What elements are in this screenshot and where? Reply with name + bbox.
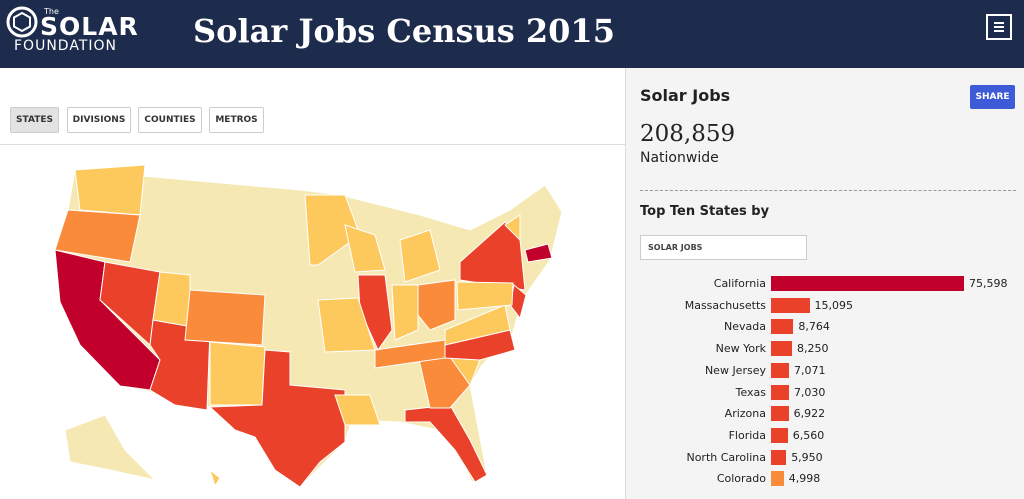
top-heading: Top Ten States by xyxy=(640,204,770,219)
bar-value-label: 4,998 xyxy=(788,472,821,486)
bar-label: Massachusetts xyxy=(684,298,766,312)
state xyxy=(374,339,446,369)
state xyxy=(304,194,361,266)
state xyxy=(404,404,488,483)
bar-value-label: 8,764 xyxy=(798,320,830,334)
state xyxy=(399,229,441,283)
bar xyxy=(771,319,794,335)
sidebar-heading: Solar Jobs xyxy=(640,86,731,105)
bar-label: New Jersey xyxy=(704,363,766,377)
logo-main: SOLAR xyxy=(40,12,139,41)
bar xyxy=(771,384,789,400)
bar xyxy=(771,362,790,378)
bar-value-label: 75,598 xyxy=(969,277,1008,290)
bar-label: Arizona xyxy=(724,407,766,421)
bar-value-label: 6,560 xyxy=(792,428,825,442)
hawaii xyxy=(209,468,221,488)
state xyxy=(334,394,381,426)
us-map xyxy=(54,164,563,488)
tab[interactable]: DIVISIONS xyxy=(67,107,131,133)
state xyxy=(459,221,526,291)
metric-select[interactable]: SOLAR JOBS xyxy=(640,235,807,260)
state xyxy=(317,297,376,353)
state xyxy=(208,349,346,488)
tab[interactable]: METROS xyxy=(209,107,264,133)
state xyxy=(456,281,514,311)
divider xyxy=(0,144,625,145)
state xyxy=(344,224,386,273)
bar-label: Nevada xyxy=(724,320,766,334)
tab[interactable]: COUNTIES xyxy=(138,107,202,133)
bar-value-label: 8,250 xyxy=(797,342,829,356)
bar-label: Texas xyxy=(735,385,766,399)
total-caption: Nationwide xyxy=(640,150,719,166)
bar-value-label: 6,922 xyxy=(793,407,826,421)
tab[interactable]: STATES xyxy=(10,107,59,133)
state xyxy=(184,289,266,346)
state xyxy=(524,243,553,263)
bar xyxy=(771,297,810,313)
bar-label: North Carolina xyxy=(686,450,766,464)
menu-button[interactable] xyxy=(986,14,1012,40)
total: 208,859 xyxy=(640,121,736,147)
page-title: Solar Jobs Census 2015 xyxy=(193,12,615,50)
share-button[interactable]: SHARE xyxy=(970,85,1015,109)
state xyxy=(54,209,141,263)
bar xyxy=(771,341,793,357)
bar-value-label: 15,095 xyxy=(814,298,854,312)
state xyxy=(209,341,266,406)
bar-value-label: 7,030 xyxy=(793,385,826,399)
bar xyxy=(771,406,789,422)
state xyxy=(504,214,521,242)
alaska xyxy=(64,414,157,481)
logo-sub: FOUNDATION xyxy=(14,38,117,54)
header: The SOLAR FOUNDATION Solar Jobs Census 2… xyxy=(0,0,1024,68)
bar-value-label: 5,950 xyxy=(791,450,823,464)
logo-small: The xyxy=(44,7,59,16)
logo-icon xyxy=(6,6,38,38)
bar-label: Colorado xyxy=(716,472,766,486)
state xyxy=(391,284,419,341)
bar xyxy=(771,427,788,443)
bar-value-label: 7,071 xyxy=(794,363,826,377)
bar-label: Florida xyxy=(728,428,766,442)
state xyxy=(417,279,456,331)
bar-label: New York xyxy=(715,342,766,356)
state xyxy=(74,164,146,216)
bar xyxy=(771,276,964,291)
divider xyxy=(640,190,1016,191)
bar-label: California xyxy=(713,277,766,290)
bar xyxy=(771,449,787,465)
bar xyxy=(771,471,784,487)
